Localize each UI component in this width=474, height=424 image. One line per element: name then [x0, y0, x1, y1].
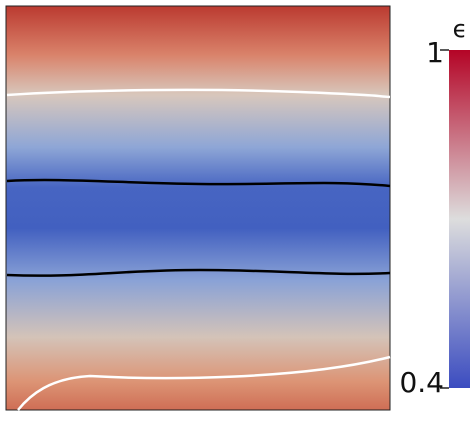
- contour: [6, 88, 391, 99]
- contour: [6, 268, 391, 277]
- colorbar-label: ϵ: [453, 15, 468, 43]
- colorbar-tick-label: 0.4: [399, 366, 444, 399]
- contour: [17, 355, 391, 411]
- colorbar: [449, 50, 470, 388]
- field: [5, 5, 391, 411]
- contour: [6, 178, 391, 188]
- colorbar-tick-label: 1: [426, 36, 444, 69]
